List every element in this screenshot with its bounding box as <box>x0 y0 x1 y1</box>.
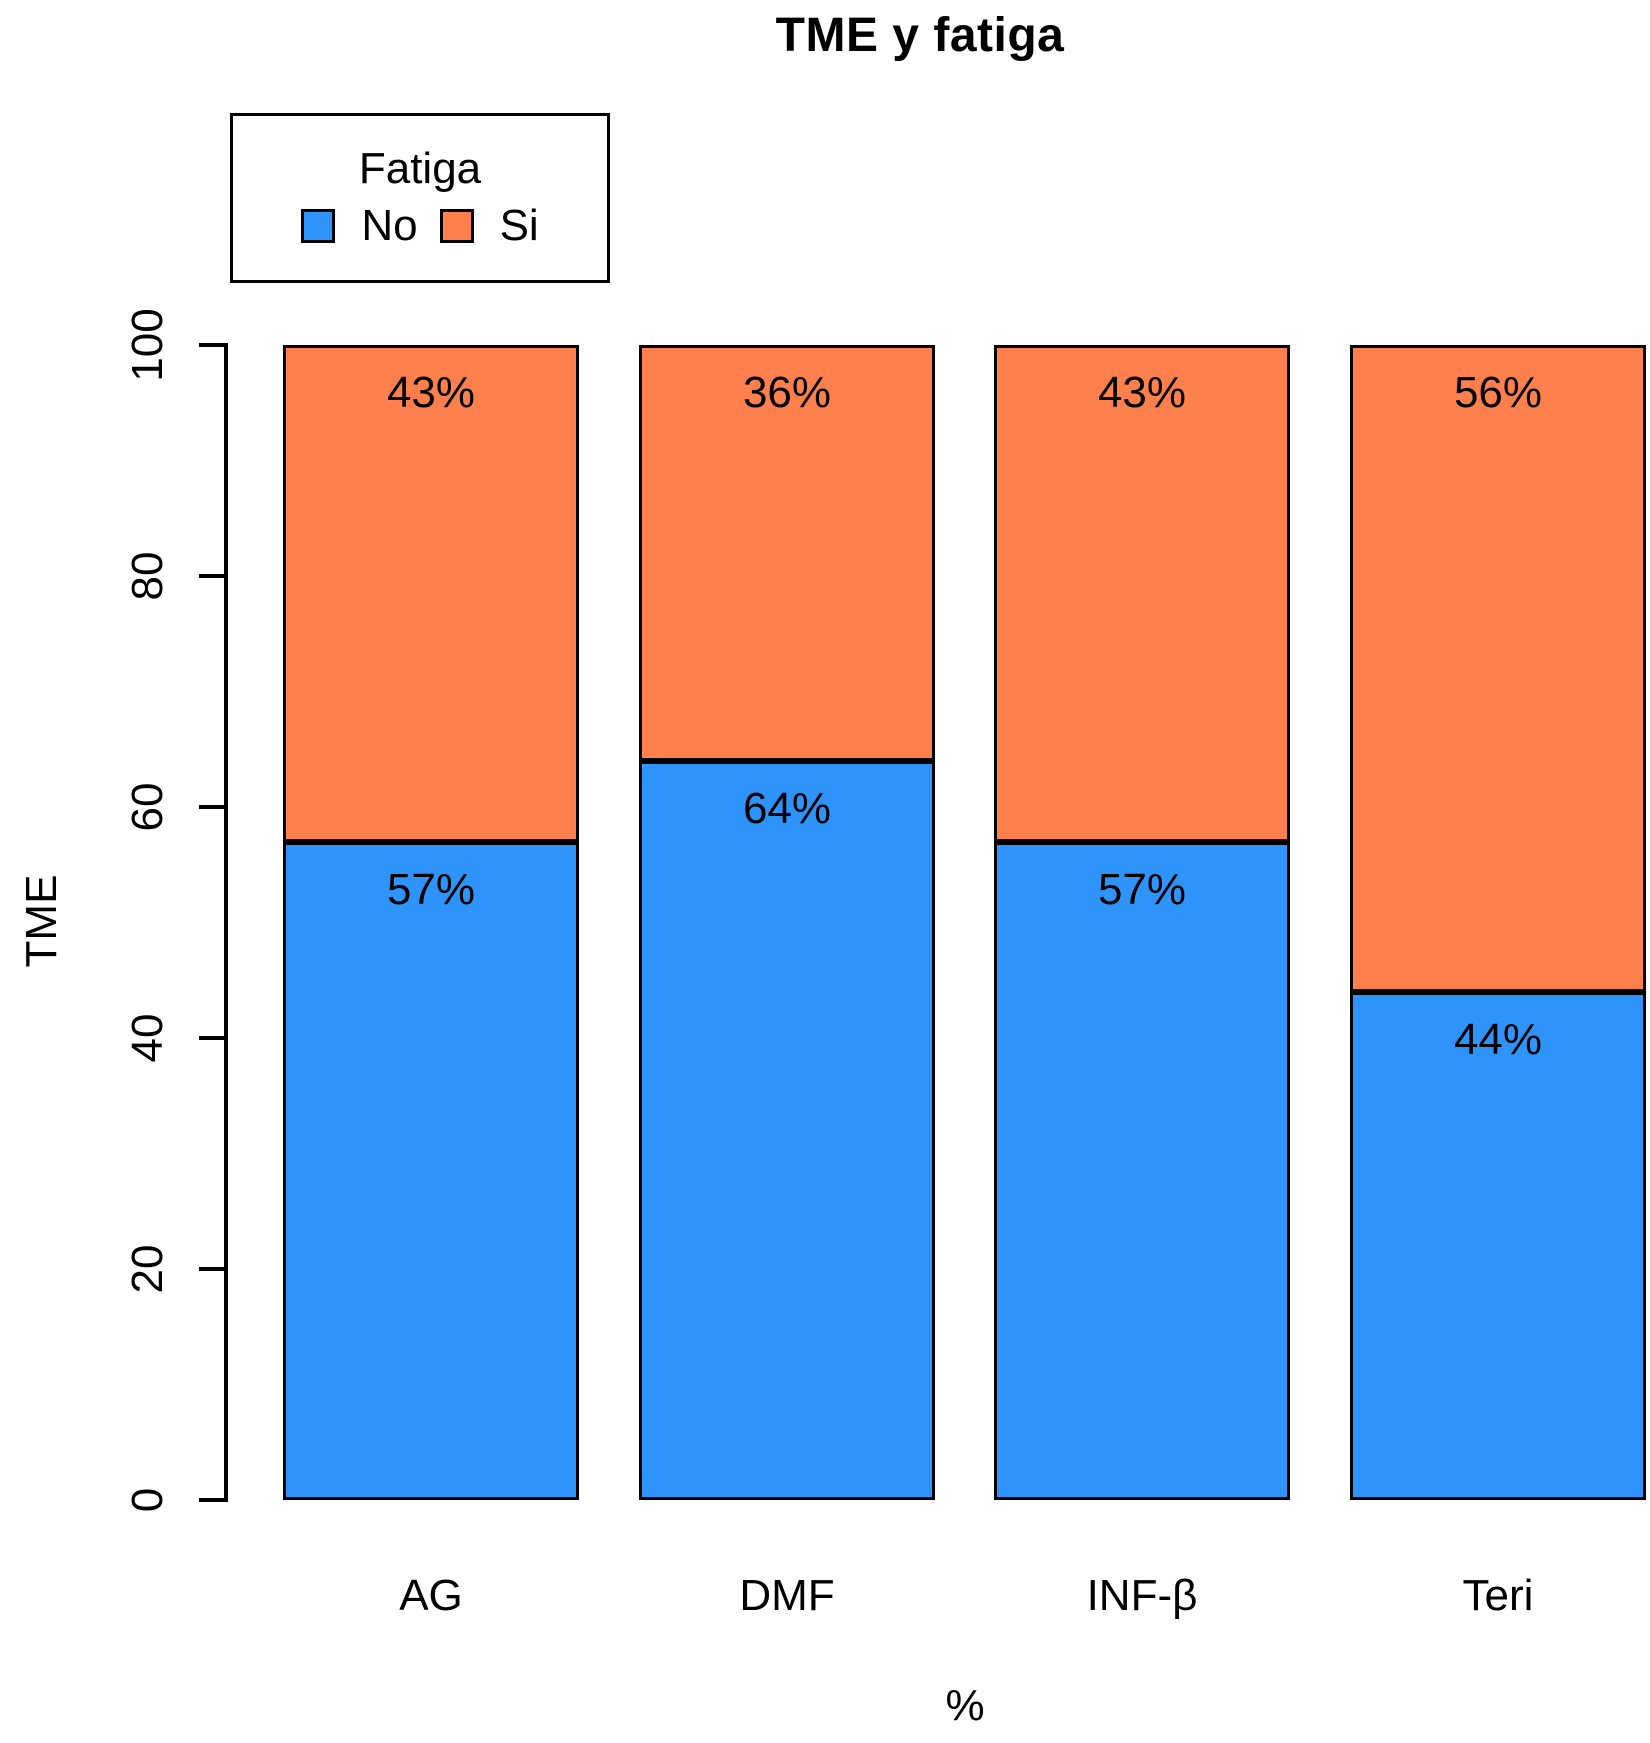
bar-teri: 56% 44% <box>1350 345 1646 1500</box>
chart-title: TME y fatiga <box>775 9 1065 62</box>
y-tick-label-40: 40 <box>123 1013 172 1063</box>
legend-title: Fatiga <box>358 143 482 193</box>
legend-row: No Si <box>301 201 539 251</box>
label-no: 64% <box>742 783 832 833</box>
segment-si <box>994 345 1290 842</box>
legend-item-si: Si <box>439 201 539 251</box>
bar-inf-b: 43% 57% <box>994 345 1290 1500</box>
y-axis-line <box>224 343 228 1502</box>
label-si: 36% <box>742 368 832 417</box>
segment-si <box>283 345 579 842</box>
label-no: 44% <box>1453 1014 1543 1064</box>
legend-swatch-si-icon <box>439 209 474 244</box>
segment-no <box>1350 991 1646 1500</box>
label-no: 57% <box>1097 864 1187 914</box>
legend-swatch-no-icon <box>301 209 336 244</box>
y-tick-label-0: 0 <box>123 1487 172 1513</box>
x-axis-title: % <box>945 1681 985 1730</box>
segment-no <box>283 841 579 1500</box>
bar-ag: 43% 57% <box>283 345 579 1500</box>
bar-dmf: 36% 64% <box>639 345 935 1500</box>
x-tick-label-teri: Teri <box>1462 1571 1534 1620</box>
segment-si <box>639 345 935 761</box>
y-tick-60 <box>199 805 225 809</box>
label-si: 43% <box>1097 368 1187 417</box>
label-si: 56% <box>1453 368 1543 417</box>
x-tick-label-dmf: DMF <box>739 1571 835 1620</box>
y-tick-80 <box>199 574 225 578</box>
legend-box: Fatiga No Si <box>230 113 610 283</box>
legend-item-no: No <box>301 201 418 251</box>
y-tick-40 <box>199 1036 225 1040</box>
segment-si <box>1350 345 1646 992</box>
y-tick-label-80: 80 <box>123 551 172 601</box>
y-tick-100 <box>199 343 225 347</box>
label-no: 57% <box>386 864 476 914</box>
y-tick-0 <box>199 1498 225 1502</box>
x-tick-label-inf-b: INF-β <box>1086 1571 1198 1620</box>
legend-label-si: Si <box>499 201 539 251</box>
y-tick-label-20: 20 <box>123 1244 172 1294</box>
y-axis-title: TME <box>17 874 66 968</box>
x-tick-label-ag: AG <box>399 1571 463 1620</box>
y-tick-20 <box>199 1267 225 1271</box>
y-tick-label-100: 100 <box>123 308 172 382</box>
legend-label-no: No <box>361 201 418 251</box>
y-tick-label-60: 60 <box>123 782 172 832</box>
label-si: 43% <box>386 368 476 417</box>
segment-no <box>994 841 1290 1500</box>
segment-no <box>639 760 935 1500</box>
